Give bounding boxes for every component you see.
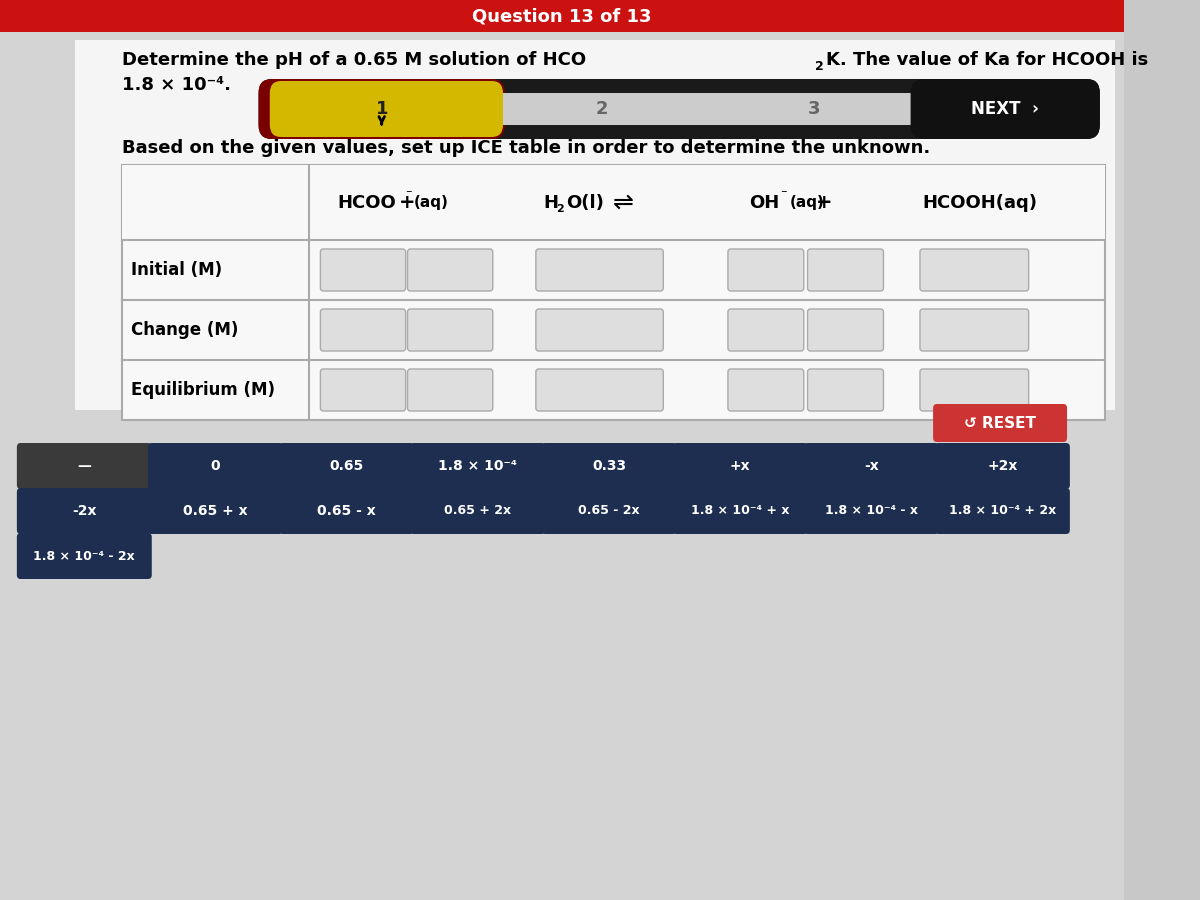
FancyBboxPatch shape [320, 369, 406, 411]
FancyBboxPatch shape [536, 309, 664, 351]
FancyBboxPatch shape [673, 443, 808, 489]
Text: K. The value of Ka for HCOOH is: K. The value of Ka for HCOOH is [827, 51, 1148, 69]
FancyBboxPatch shape [0, 32, 1124, 900]
FancyBboxPatch shape [74, 40, 1115, 410]
FancyBboxPatch shape [258, 79, 505, 139]
Text: 0.65: 0.65 [330, 459, 364, 473]
FancyBboxPatch shape [17, 443, 151, 489]
Text: 0.65 + 2x: 0.65 + 2x [444, 505, 511, 518]
FancyBboxPatch shape [492, 93, 703, 125]
Text: 0.65 + x: 0.65 + x [184, 504, 247, 518]
Text: +2x: +2x [988, 459, 1018, 473]
Text: 1: 1 [376, 100, 388, 118]
FancyBboxPatch shape [121, 165, 1105, 240]
Text: ⁻: ⁻ [780, 188, 787, 201]
Text: (aq): (aq) [414, 195, 449, 210]
Text: ⇌: ⇌ [612, 191, 634, 214]
FancyBboxPatch shape [148, 488, 283, 534]
Text: ↺ RESET: ↺ RESET [964, 416, 1036, 430]
Text: O(l): O(l) [566, 194, 604, 212]
Text: NEXT  ›: NEXT › [971, 100, 1039, 118]
FancyBboxPatch shape [804, 443, 938, 489]
Text: -2x: -2x [72, 504, 96, 518]
FancyBboxPatch shape [728, 309, 804, 351]
FancyBboxPatch shape [673, 488, 808, 534]
FancyBboxPatch shape [541, 488, 677, 534]
Text: 0.65 - x: 0.65 - x [317, 504, 376, 518]
FancyBboxPatch shape [920, 249, 1028, 291]
FancyBboxPatch shape [920, 309, 1028, 351]
FancyBboxPatch shape [148, 443, 283, 489]
Text: HCOOH(aq): HCOOH(aq) [923, 194, 1038, 212]
FancyBboxPatch shape [320, 309, 406, 351]
Text: 0: 0 [211, 459, 221, 473]
FancyBboxPatch shape [703, 93, 924, 125]
FancyBboxPatch shape [935, 488, 1070, 534]
FancyBboxPatch shape [911, 79, 1100, 139]
Text: 0.65 - 2x: 0.65 - 2x [578, 505, 640, 518]
Text: —: — [77, 459, 91, 473]
Text: Change (M): Change (M) [131, 321, 239, 339]
Text: +x: +x [730, 459, 750, 473]
FancyBboxPatch shape [17, 533, 151, 579]
Text: Based on the given values, set up ICE table in order to determine the unknown.: Based on the given values, set up ICE ta… [121, 139, 930, 157]
FancyBboxPatch shape [408, 309, 493, 351]
Text: 2: 2 [815, 60, 823, 74]
Text: 3: 3 [808, 100, 820, 118]
FancyBboxPatch shape [17, 488, 151, 534]
FancyBboxPatch shape [410, 488, 545, 534]
FancyBboxPatch shape [935, 443, 1070, 489]
Text: 1.8 × 10⁻⁴ + 2x: 1.8 × 10⁻⁴ + 2x [949, 505, 1056, 518]
Text: Equilibrium (M): Equilibrium (M) [131, 381, 275, 399]
Text: 1.8 × 10⁻⁴.: 1.8 × 10⁻⁴. [121, 76, 230, 94]
FancyBboxPatch shape [808, 249, 883, 291]
Text: 1.8 × 10⁻⁴ - x: 1.8 × 10⁻⁴ - x [824, 505, 918, 518]
FancyBboxPatch shape [536, 249, 664, 291]
Text: OH: OH [750, 194, 780, 212]
FancyBboxPatch shape [280, 488, 414, 534]
FancyBboxPatch shape [270, 81, 503, 137]
Text: HCOO: HCOO [337, 194, 396, 212]
FancyBboxPatch shape [728, 249, 804, 291]
FancyBboxPatch shape [541, 443, 677, 489]
FancyBboxPatch shape [920, 369, 1028, 411]
Text: +: + [816, 193, 833, 212]
Text: H: H [544, 194, 558, 212]
Text: -x: -x [864, 459, 878, 473]
FancyBboxPatch shape [808, 309, 883, 351]
Text: ⁻: ⁻ [406, 188, 413, 201]
FancyBboxPatch shape [280, 443, 414, 489]
FancyBboxPatch shape [0, 0, 1124, 32]
Text: 1.8 × 10⁻⁴ - 2x: 1.8 × 10⁻⁴ - 2x [34, 550, 136, 562]
FancyBboxPatch shape [536, 369, 664, 411]
FancyBboxPatch shape [408, 249, 493, 291]
FancyBboxPatch shape [728, 369, 804, 411]
FancyBboxPatch shape [258, 79, 1100, 139]
Text: 1.8 × 10⁻⁴: 1.8 × 10⁻⁴ [438, 459, 517, 473]
Text: Determine the pH of a 0.65 M solution of HCO: Determine the pH of a 0.65 M solution of… [121, 51, 586, 69]
FancyBboxPatch shape [320, 249, 406, 291]
FancyBboxPatch shape [121, 165, 1105, 420]
Text: (aq): (aq) [790, 195, 824, 210]
FancyBboxPatch shape [410, 443, 545, 489]
FancyBboxPatch shape [408, 369, 493, 411]
Text: +: + [400, 193, 415, 212]
Text: 0.33: 0.33 [592, 459, 626, 473]
Text: 2: 2 [557, 203, 564, 213]
FancyBboxPatch shape [808, 369, 883, 411]
Text: Question 13 of 13: Question 13 of 13 [473, 7, 652, 25]
Text: 2: 2 [595, 100, 608, 118]
Text: 1.8 × 10⁻⁴ + x: 1.8 × 10⁻⁴ + x [691, 505, 790, 518]
Text: Initial (M): Initial (M) [131, 261, 222, 279]
FancyBboxPatch shape [934, 404, 1067, 442]
FancyBboxPatch shape [804, 488, 938, 534]
